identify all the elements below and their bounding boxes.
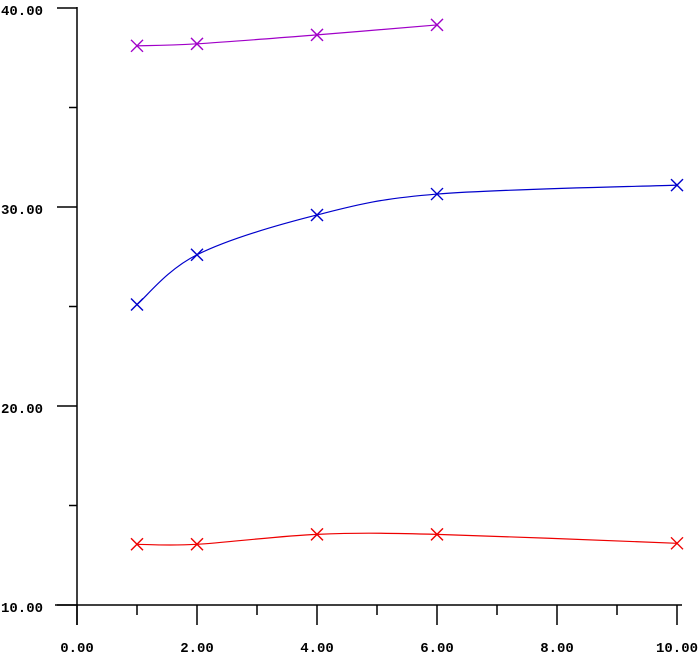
x-marker-blue-curve <box>310 208 324 222</box>
x-marker-magenta-curve <box>130 39 144 53</box>
y-tick-label: 20.00 <box>1 402 43 418</box>
y-tick-label: 10.00 <box>1 601 43 617</box>
x-tick-label: 6.00 <box>420 641 454 657</box>
x-tick-label: 10.00 <box>656 641 698 657</box>
x-tick-label: 0.00 <box>60 641 94 657</box>
x-marker-blue-curve <box>670 178 684 192</box>
series-line-red-curve <box>136 532 678 546</box>
x-marker-blue-curve <box>130 298 144 312</box>
x-marker-blue-curve <box>430 187 444 201</box>
y-tick-label: 40.00 <box>1 4 43 20</box>
y-tick-label: 30.00 <box>1 203 43 219</box>
x-marker-magenta-curve <box>430 18 444 32</box>
x-tick-label: 8.00 <box>540 641 574 657</box>
x-marker-red-curve <box>130 537 144 551</box>
x-marker-magenta-curve <box>310 28 324 42</box>
x-marker-red-curve <box>310 527 324 541</box>
x-marker-magenta-curve <box>190 37 204 51</box>
x-marker-red-curve <box>430 527 444 541</box>
x-marker-blue-curve <box>190 248 204 262</box>
series-line-blue-curve <box>136 184 678 305</box>
x-marker-red-curve <box>190 537 204 551</box>
x-marker-red-curve <box>670 536 684 550</box>
x-tick-label: 2.00 <box>180 641 214 657</box>
x-tick-label: 4.00 <box>300 641 334 657</box>
series-line-magenta-curve <box>136 24 438 47</box>
